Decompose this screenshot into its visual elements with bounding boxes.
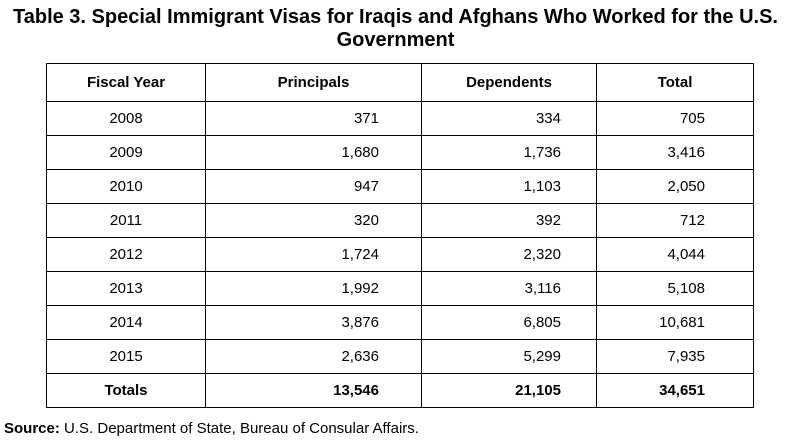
table-row: 2008 371 334 705 <box>46 101 754 136</box>
header-row: Fiscal Year Principals Dependents Total <box>46 63 754 102</box>
cell-total: 2,050 <box>596 169 754 204</box>
header-fiscal-year: Fiscal Year <box>46 63 206 102</box>
cell-principals: 1,724 <box>205 237 422 272</box>
cell-principals: 1,992 <box>205 271 422 306</box>
cell-year: 2009 <box>46 135 206 170</box>
cell-principals: 3,876 <box>205 305 422 340</box>
cell-year: 2014 <box>46 305 206 340</box>
header-total: Total <box>596 63 754 102</box>
cell-dependents: 392 <box>421 203 597 238</box>
header-dependents: Dependents <box>421 63 597 102</box>
cell-year: 2010 <box>46 169 206 204</box>
cell-principals: 947 <box>205 169 422 204</box>
table-title: Table 3. Special Immigrant Visas for Ira… <box>13 6 778 51</box>
table-row: 2010 947 1,103 2,050 <box>46 169 754 204</box>
table-row: 2009 1,680 1,736 3,416 <box>46 135 754 170</box>
totals-principals: 13,546 <box>205 373 422 408</box>
cell-dependents: 3,116 <box>421 271 597 306</box>
cell-dependents: 6,805 <box>421 305 597 340</box>
source-text: U.S. Department of State, Bureau of Cons… <box>64 420 419 437</box>
cell-year: 2008 <box>46 101 206 136</box>
cell-dependents: 334 <box>421 101 597 136</box>
cell-year: 2013 <box>46 271 206 306</box>
table-row: 2014 3,876 6,805 10,681 <box>46 305 754 340</box>
cell-principals: 320 <box>205 203 422 238</box>
cell-dependents: 1,103 <box>421 169 597 204</box>
cell-year: 2012 <box>46 237 206 272</box>
cell-dependents: 5,299 <box>421 339 597 374</box>
totals-label: Totals <box>46 373 206 408</box>
header-principals: Principals <box>205 63 422 102</box>
source-note: Source: U.S. Department of State, Bureau… <box>4 419 419 439</box>
cell-principals: 371 <box>205 101 422 136</box>
cell-year: 2011 <box>46 203 206 238</box>
totals-dependents: 21,105 <box>421 373 597 408</box>
cell-dependents: 2,320 <box>421 237 597 272</box>
table-row: 2011 320 392 712 <box>46 203 754 238</box>
cell-total: 3,416 <box>596 135 754 170</box>
cell-principals: 2,636 <box>205 339 422 374</box>
cell-principals: 1,680 <box>205 135 422 170</box>
cell-dependents: 1,736 <box>421 135 597 170</box>
visa-table: Fiscal Year Principals Dependents Total … <box>46 63 754 408</box>
totals-row: Totals 13,546 21,105 34,651 <box>46 373 754 408</box>
table-row: 2015 2,636 5,299 7,935 <box>46 339 754 374</box>
cell-total: 7,935 <box>596 339 754 374</box>
cell-total: 712 <box>596 203 754 238</box>
source-label: Source: <box>4 420 60 437</box>
cell-year: 2015 <box>46 339 206 374</box>
cell-total: 705 <box>596 101 754 136</box>
table-row: 2013 1,992 3,116 5,108 <box>46 271 754 306</box>
cell-total: 4,044 <box>596 237 754 272</box>
cell-total: 5,108 <box>596 271 754 306</box>
cell-total: 10,681 <box>596 305 754 340</box>
totals-total: 34,651 <box>596 373 754 408</box>
table-row: 2012 1,724 2,320 4,044 <box>46 237 754 272</box>
